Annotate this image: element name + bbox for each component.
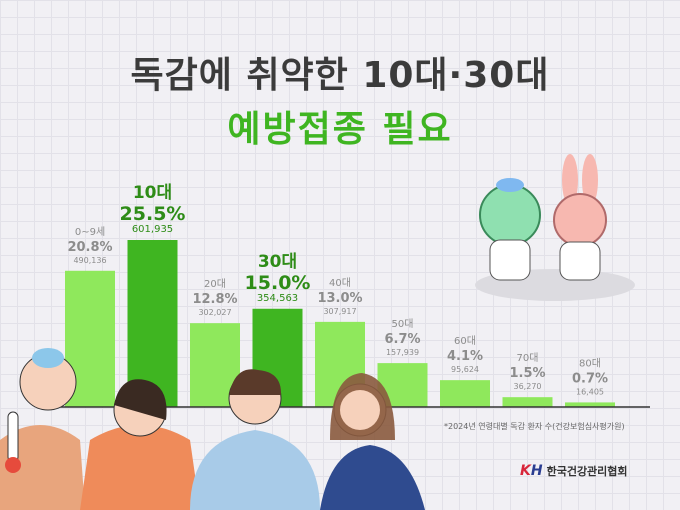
category-label: 50대	[392, 318, 414, 330]
mascots-illustration	[475, 154, 635, 301]
value-label: 0.7%	[572, 371, 608, 386]
logo-mark: KH	[520, 463, 543, 479]
category-label: 40대	[329, 277, 351, 289]
value-label: 1.5%	[509, 366, 545, 381]
category-label: 20대	[204, 278, 226, 290]
category-label: 70대	[517, 352, 539, 364]
patients-label: 16,405	[576, 387, 604, 396]
logo-name: 한국건강관리협회	[546, 465, 628, 478]
title-line1: 독감에 취약한 10대·30대	[130, 55, 550, 96]
value-label: 6.7%	[384, 332, 420, 347]
category-label: 0~9세	[75, 226, 105, 238]
patients-label: 95,624	[451, 365, 479, 374]
bar-8	[565, 402, 615, 407]
category-label: 80대	[579, 357, 601, 369]
patients-label: 36,270	[514, 382, 542, 391]
people-illustration	[0, 348, 425, 510]
footnote: *2024년 연령대별 독감 환자 수(건강보험심사평가원)	[444, 422, 625, 431]
bar-7	[502, 397, 553, 407]
patients-label: 601,935	[132, 224, 173, 235]
value-label: 13.0%	[317, 291, 362, 306]
bar-1	[127, 240, 178, 407]
patients-label: 302,027	[198, 308, 231, 317]
value-label: 20.8%	[67, 240, 112, 255]
category-label: 30대	[258, 252, 297, 272]
patients-label: 157,939	[386, 348, 419, 357]
title-line2: 예방접종 필요	[227, 109, 453, 150]
logo: KH 한국건강관리협회	[520, 463, 628, 479]
value-label: 15.0%	[245, 272, 311, 294]
category-label: 60대	[454, 335, 476, 347]
patients-label: 490,136	[73, 256, 106, 265]
value-label: 4.1%	[447, 349, 483, 364]
patients-label: 307,917	[323, 307, 356, 316]
patients-label: 354,563	[257, 293, 298, 304]
category-label: 10대	[133, 183, 172, 203]
bar-6	[440, 380, 490, 407]
value-label: 25.5%	[120, 203, 186, 225]
value-label: 12.8%	[192, 292, 237, 307]
